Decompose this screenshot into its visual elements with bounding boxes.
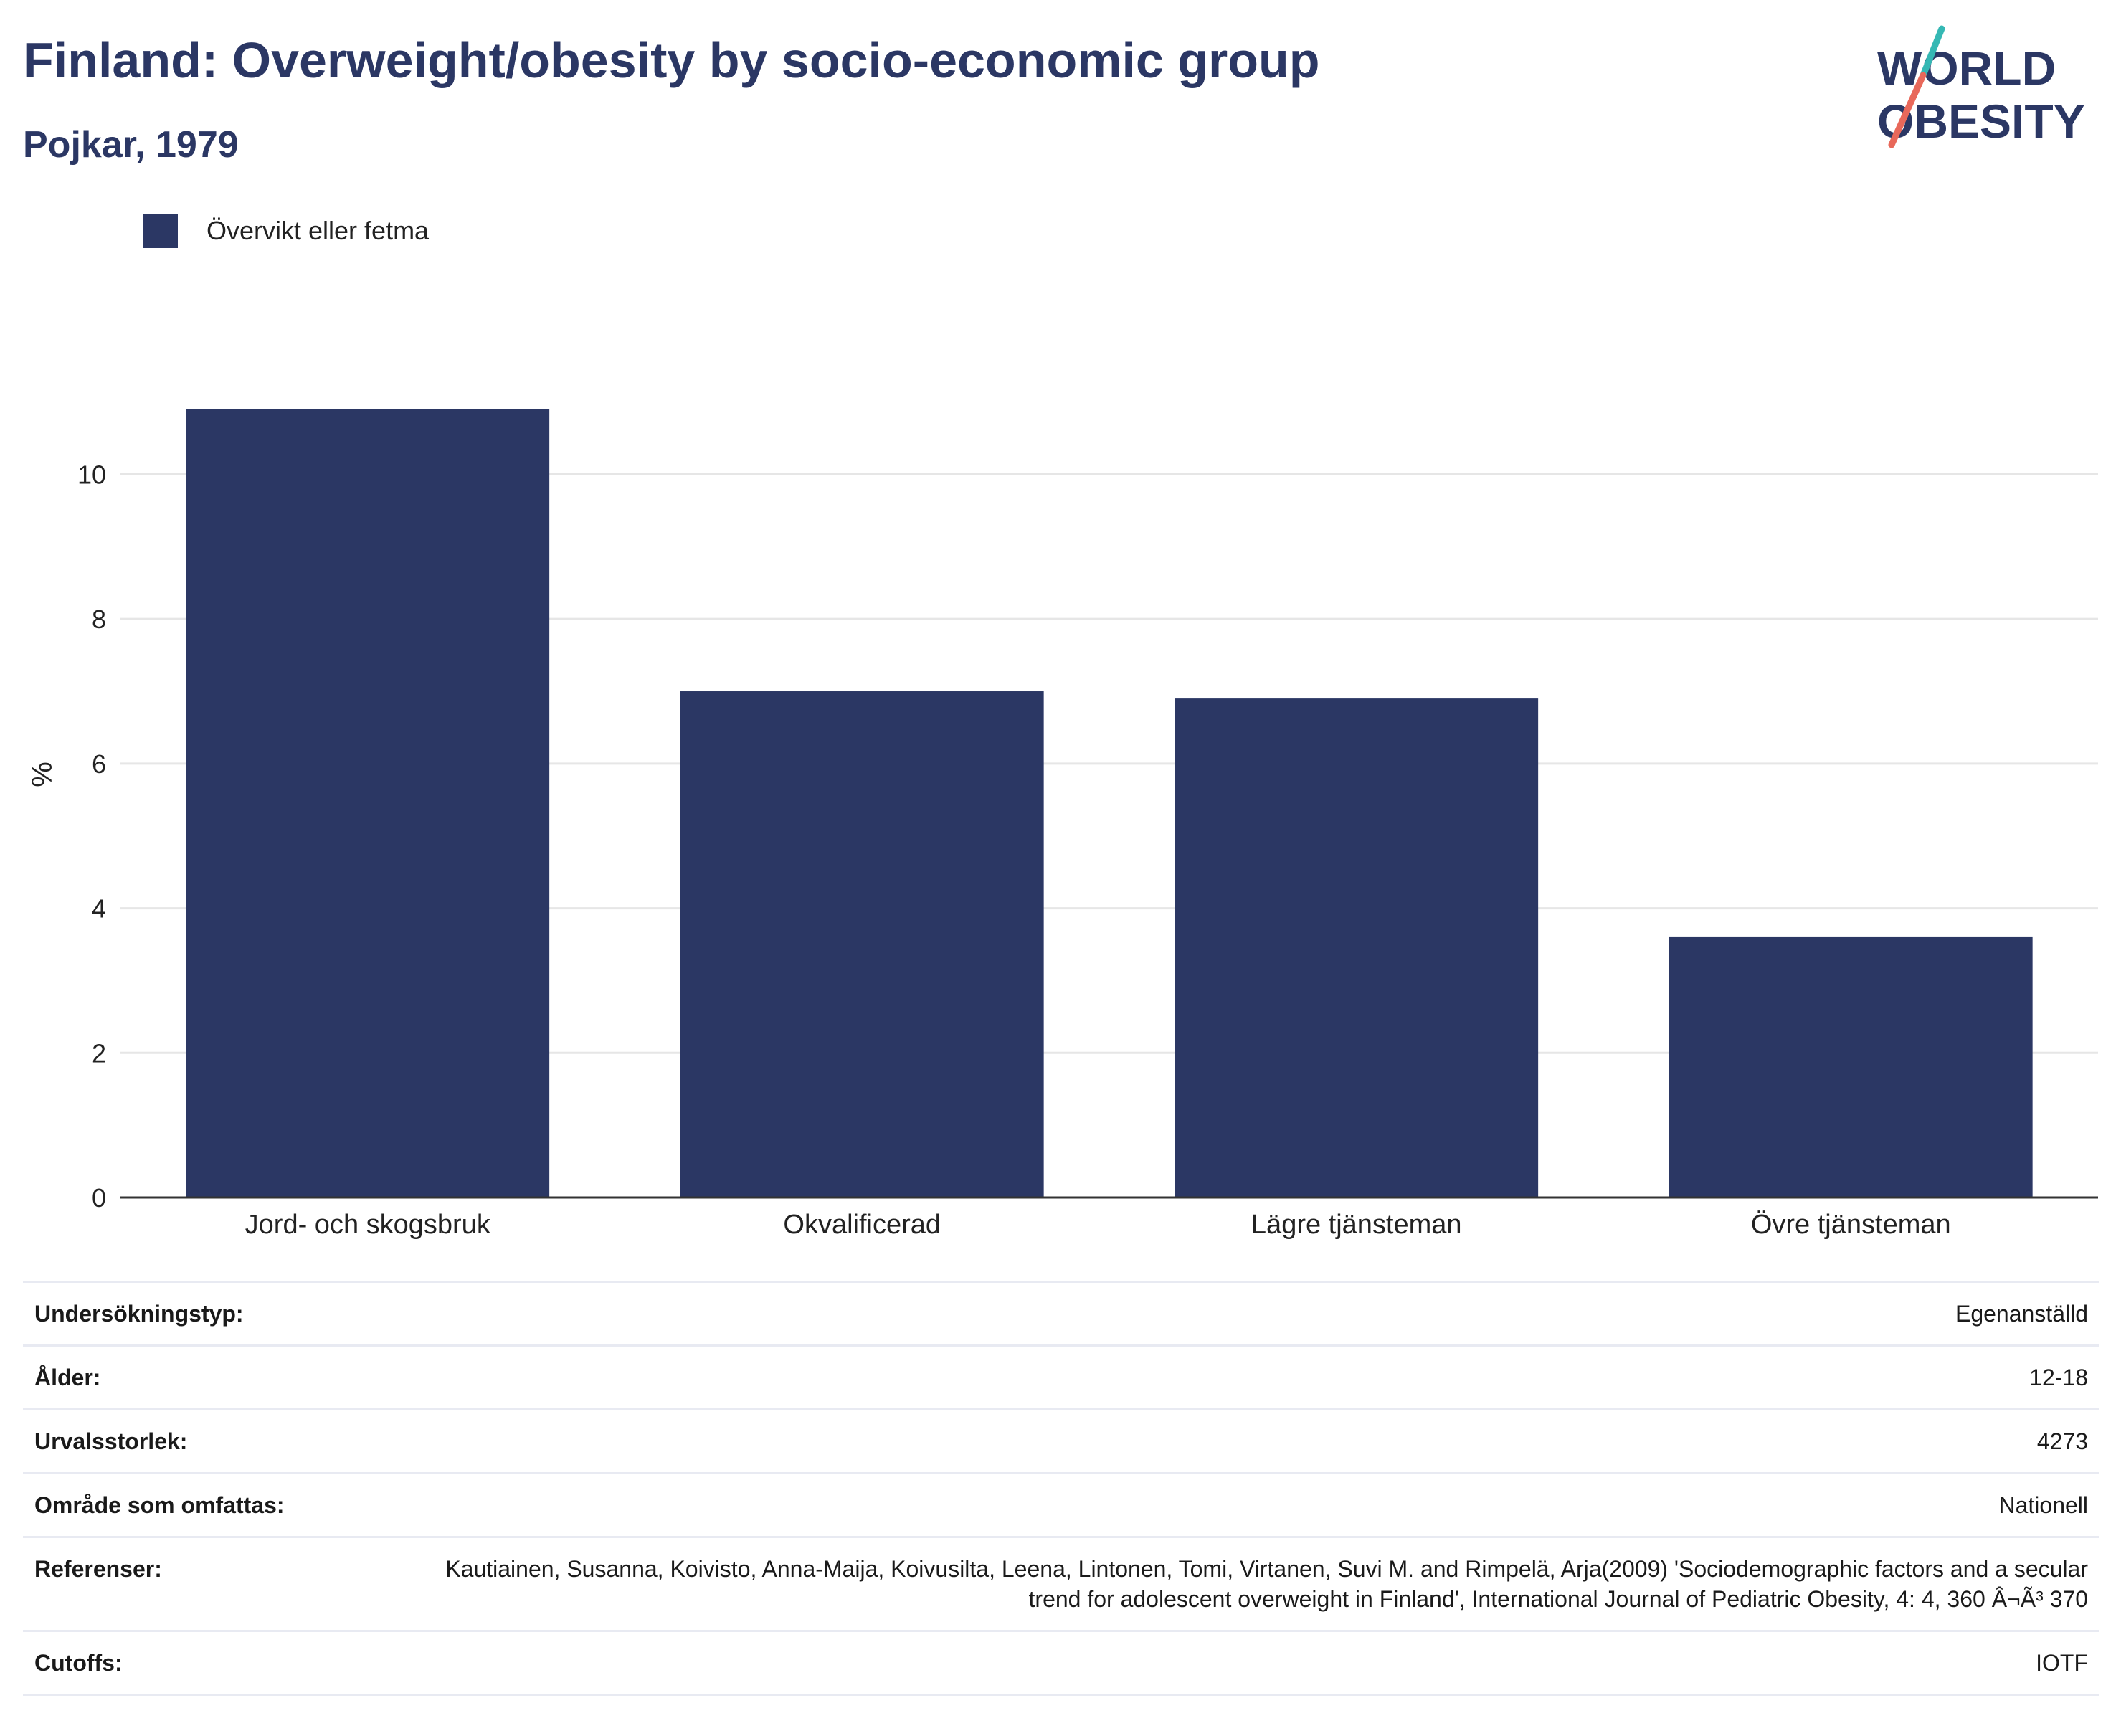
info-value: 12-18	[419, 1344, 2099, 1410]
chart-title: Finland: Overweight/obesity by socio-eco…	[23, 32, 1320, 88]
y-tick-label: 10	[77, 460, 106, 489]
chart-subtitle: Pojkar, 1979	[23, 124, 239, 166]
info-value: IOTF	[419, 1630, 2099, 1696]
legend-label: Övervikt eller fetma	[207, 216, 430, 245]
info-value: Nationell	[419, 1472, 2099, 1538]
x-tick-label: Lägre tjänsteman	[1251, 1210, 1462, 1240]
world-obesity-logo: WORLD OBESITY	[1877, 25, 2085, 148]
bar	[680, 691, 1044, 1197]
bar	[186, 409, 550, 1197]
info-value: 4273	[419, 1408, 2099, 1474]
info-key: Referenser:	[23, 1536, 419, 1632]
y-tick-label: 2	[92, 1038, 106, 1068]
info-row: Område som omfattas: Nationell	[23, 1472, 2099, 1538]
info-row: Referenser: Kautiainen, Susanna, Koivisto…	[23, 1536, 2099, 1632]
info-value: Kautiainen, Susanna, Koivisto, Anna-Maij…	[419, 1536, 2099, 1632]
x-tick-label: Jord- och skogsbruk	[245, 1210, 491, 1240]
y-tick-label: 6	[92, 749, 106, 779]
y-tick-label: 0	[92, 1183, 106, 1213]
legend: Övervikt eller fetma	[143, 214, 429, 248]
info-key: Ålder:	[23, 1344, 419, 1410]
bar	[1175, 698, 1539, 1197]
bar-chart: 0 2 4 6 8 10 Jord- och skogsbruk Okvalificerad L…	[27, 409, 2098, 1240]
svg-text:WORLD: WORLD	[1877, 42, 2056, 95]
info-key: Område som omfattas:	[23, 1472, 419, 1538]
y-tick-label: 8	[92, 604, 106, 634]
y-axis-title: %	[27, 762, 58, 787]
info-row: Undersökningstyp: Egenanställd	[23, 1281, 2099, 1347]
x-tick-label: Okvalificerad	[783, 1210, 941, 1240]
x-tick-label: Övre tjänsteman	[1751, 1210, 1951, 1240]
bar	[1669, 936, 2033, 1197]
info-value: Egenanställd	[419, 1281, 2099, 1347]
legend-swatch	[143, 214, 178, 248]
info-row: Ålder: 12-18	[23, 1344, 2099, 1410]
info-key: Urvalsstorlek:	[23, 1408, 419, 1474]
info-row: Cutoffs: IOTF	[23, 1630, 2099, 1696]
y-tick-label: 4	[92, 894, 106, 924]
info-row: Urvalsstorlek: 4273	[23, 1408, 2099, 1474]
info-key: Cutoffs:	[23, 1630, 419, 1696]
info-key: Undersökningstyp:	[23, 1281, 419, 1347]
info-table: Undersökningstyp: Egenanställd Ålder: 12-18…	[23, 1281, 2099, 1696]
